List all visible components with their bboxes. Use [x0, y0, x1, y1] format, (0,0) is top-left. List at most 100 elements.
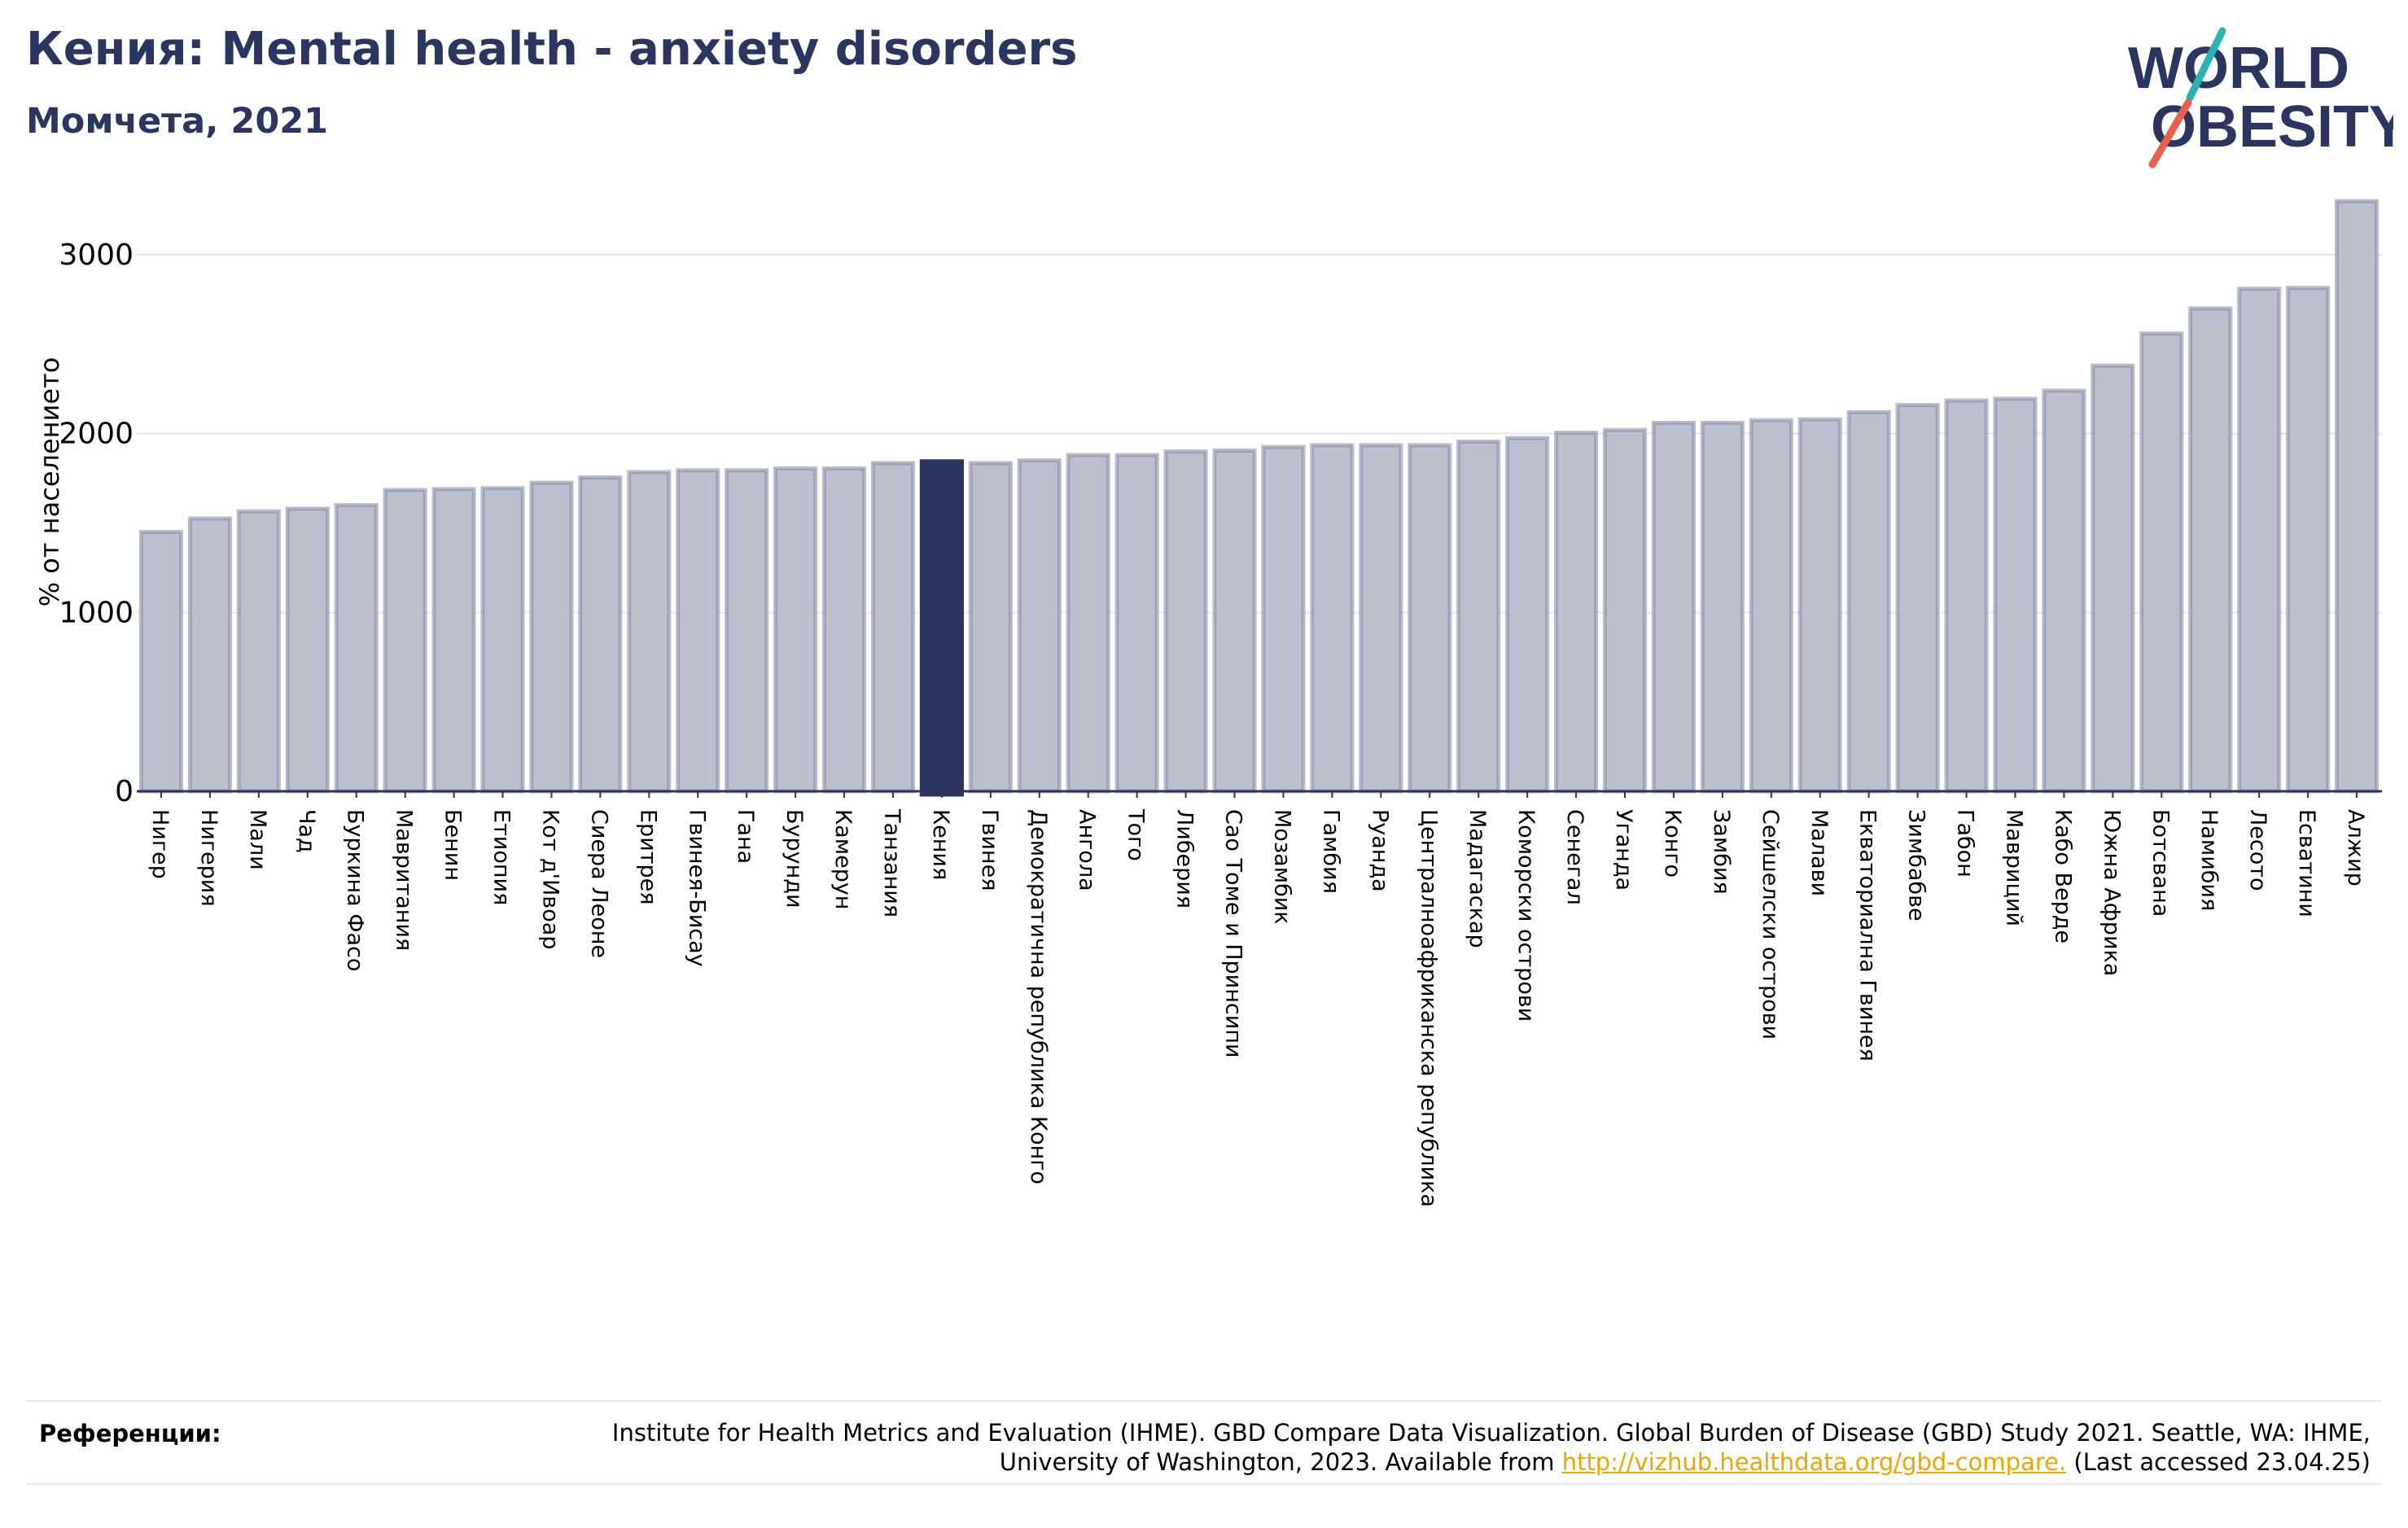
x-tick-label: Коморски острови — [1513, 809, 1539, 1022]
x-tick-label: Зимбабве — [1904, 809, 1929, 922]
x-tick-label: Кения — [928, 809, 953, 880]
bar-12[interactable] — [676, 468, 720, 794]
bar-34[interactable] — [1749, 418, 1793, 794]
y-tick-label: 2000 — [59, 418, 134, 451]
x-tick-label: Етиопия — [489, 809, 514, 905]
x-tick-label: Бурунди — [782, 809, 807, 908]
x-tick-label: Сенегал — [1562, 809, 1587, 905]
x-tick-label: Бенин — [440, 809, 466, 881]
x-tick-label: Мавриций — [2001, 809, 2026, 926]
bar-25[interactable] — [1310, 443, 1355, 794]
x-tick-label: Централноафриканска република — [1416, 809, 1441, 1207]
bar-10[interactable] — [578, 475, 623, 794]
bar-35[interactable] — [1797, 417, 1842, 794]
bar-6[interactable] — [383, 488, 427, 794]
x-tick-label: Гвинея-Бисау — [684, 809, 709, 967]
x-tick-label: Танзания — [879, 808, 904, 917]
bar-24[interactable] — [1261, 444, 1306, 794]
bar-29[interactable] — [1505, 436, 1550, 794]
bar-14[interactable] — [773, 466, 818, 794]
bar-4[interactable] — [285, 506, 330, 794]
x-tick-label: Сейшелски острови — [1758, 809, 1783, 1040]
y-tick-label: 0 — [115, 775, 134, 808]
bar-37[interactable] — [1895, 403, 1940, 794]
bars — [138, 199, 2380, 797]
bar-46[interactable] — [2334, 199, 2380, 794]
chart-title: Кения: Mental health - anxiety disorders — [26, 23, 1078, 76]
tick-labels: 0 1000 2000 3000 Нигер Нигерия Мали Чад Буркина … — [59, 239, 2368, 1207]
bar-38[interactable] — [1944, 398, 1989, 794]
bar-8[interactable] — [480, 486, 525, 794]
x-tick-label: Есватини — [2294, 809, 2319, 917]
bar-1[interactable] — [138, 529, 184, 794]
y-tick-label: 3000 — [59, 239, 134, 272]
x-tick-label: Гана — [733, 809, 758, 864]
bar-17[interactable] — [919, 459, 964, 797]
bar-42[interactable] — [2139, 331, 2184, 794]
bar-40[interactable] — [2042, 388, 2086, 794]
x-tick-label: Габон — [1953, 809, 1978, 878]
x-tick-label: Еритрея — [635, 809, 660, 904]
x-tick-label: Сиера Леоне — [586, 809, 611, 958]
bar-27[interactable] — [1408, 443, 1452, 794]
bar-13[interactable] — [725, 468, 769, 794]
bar-32[interactable] — [1651, 420, 1697, 794]
bar-31[interactable] — [1602, 427, 1648, 794]
x-tick-label: Малави — [1806, 809, 1832, 896]
logo-line1: WORLD — [2128, 36, 2349, 101]
world-obesity-logo: WORLD OBESITY — [2117, 24, 2408, 171]
references-text: Institute for Health Metrics and Evaluat… — [498, 1418, 2371, 1477]
bar-chart: 0 1000 2000 3000 Нигер Нигерия Мали Чад Буркина … — [34, 199, 2382, 1207]
bar-16[interactable] — [870, 461, 916, 794]
bar-5[interactable] — [334, 503, 379, 794]
x-tick-label: Нигер — [147, 809, 173, 879]
bar-2[interactable] — [187, 516, 232, 794]
x-tick-label: Лесото — [2245, 809, 2270, 891]
logo-slash-teal — [2186, 27, 2226, 102]
chart-subtitle: Момчета, 2021 — [26, 101, 329, 142]
x-tick-label: Екваториална Гвинея — [1855, 809, 1880, 1062]
x-tick-label: Намибия — [2196, 809, 2222, 911]
bar-19[interactable] — [1017, 458, 1062, 794]
bar-33[interactable] — [1700, 420, 1745, 794]
bar-26[interactable] — [1359, 443, 1403, 794]
bar-7[interactable] — [431, 487, 476, 794]
bar-23[interactable] — [1212, 449, 1257, 794]
bar-43[interactable] — [2188, 306, 2233, 794]
x-tick-label: Того — [1123, 808, 1149, 861]
x-tick-label: Камерун — [830, 809, 856, 909]
x-tick-label: Демократична република Конго — [1026, 809, 1051, 1184]
x-tick-label: Алжир — [2343, 809, 2368, 887]
bar-9[interactable] — [529, 480, 574, 794]
bar-44[interactable] — [2237, 287, 2282, 794]
x-tick-label: Уганда — [1611, 809, 1636, 891]
x-tick-label: Руанда — [1367, 809, 1392, 892]
references-body: Institute for Health Metrics and Evaluat… — [611, 1419, 2371, 1476]
x-tick-label: Гамбия — [1318, 809, 1343, 894]
x-tick-label: Кабо Верде — [2050, 809, 2075, 944]
x-tick-label: Мавритания — [392, 809, 417, 951]
x-tick-label: Ботсвана — [2147, 809, 2173, 917]
bar-11[interactable] — [627, 470, 672, 794]
x-tick-label: Мали — [245, 809, 270, 870]
bar-28[interactable] — [1456, 440, 1501, 794]
bar-22[interactable] — [1163, 449, 1208, 794]
logo-slash-red — [2148, 99, 2192, 169]
y-axis-label: % от населението — [34, 357, 65, 607]
bar-41[interactable] — [2091, 363, 2135, 794]
bar-15[interactable] — [821, 466, 867, 794]
axes — [137, 790, 2382, 798]
bar-45[interactable] — [2286, 286, 2331, 794]
references-link[interactable]: http://vizhub.healthdata.org/gbd-compare… — [1561, 1448, 2067, 1476]
x-tick-label: Нигерия — [196, 809, 221, 907]
bar-18[interactable] — [968, 461, 1013, 794]
bar-21[interactable] — [1114, 453, 1159, 794]
bar-36[interactable] — [1846, 409, 1891, 794]
bar-39[interactable] — [1993, 396, 2038, 794]
bar-30[interactable] — [1554, 431, 1599, 794]
x-tick-label: Замбия — [1709, 809, 1734, 895]
x-tick-label: Гвинея — [977, 809, 1002, 891]
bar-3[interactable] — [236, 509, 281, 794]
bar-20[interactable] — [1066, 453, 1110, 794]
references-suffix: (Last accessed 23.04.25) — [2073, 1448, 2371, 1476]
